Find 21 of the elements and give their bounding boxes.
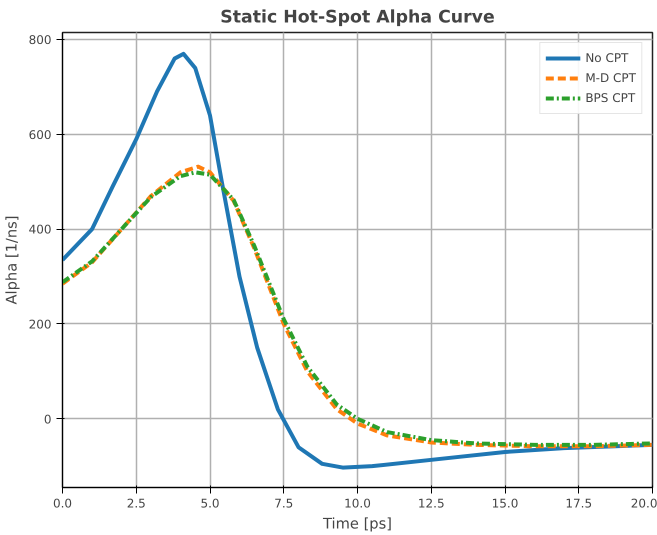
x-tick-label: 0.0 (52, 496, 72, 510)
legend-label: No CPT (585, 51, 628, 65)
x-tick-label: 7.5 (274, 496, 294, 510)
x-tick-label: 20.0 (630, 496, 657, 510)
x-tick-label: 10.0 (344, 496, 371, 510)
x-axis-title: Time [ps] (322, 516, 392, 532)
legend-label: BPS CPT (585, 91, 636, 105)
x-tick-label: 2.5 (126, 496, 146, 510)
legend-label: M-D CPT (585, 71, 636, 85)
x-tick-label: 17.5 (565, 496, 592, 510)
y-tick-label: 400 (28, 222, 52, 237)
line-series (62, 52, 652, 470)
x-tick-label: 12.5 (418, 496, 445, 510)
chart-title: Static Hot-Spot Alpha Curve (220, 8, 495, 28)
y-axis-title: Alpha [1/ns] (4, 216, 21, 304)
y-tick-label: 600 (28, 128, 52, 142)
x-tick-label: 5.0 (200, 496, 220, 510)
y-tick-label: 200 (28, 317, 52, 332)
y-tick-label: 0 (44, 412, 52, 426)
y-tick-label: 800 (28, 33, 52, 48)
x-tick-label: 15.0 (492, 496, 518, 510)
